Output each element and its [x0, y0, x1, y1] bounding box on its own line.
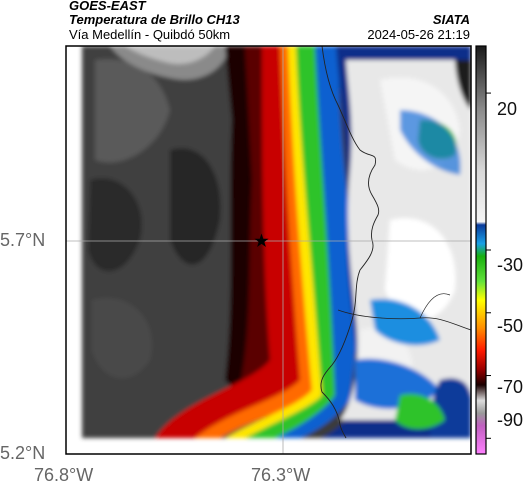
colorbar — [475, 45, 491, 455]
lon-label-76-8: 76.8°W — [34, 465, 94, 485]
star-icon — [254, 233, 269, 247]
timestamp-label: 2024-05-26 21:19 — [367, 27, 470, 42]
colorbar-label-m30: -30 — [497, 255, 524, 275]
lat-label-5-7: 5.7°N — [0, 230, 46, 250]
map-frame — [65, 45, 472, 455]
colorbar-label-m50: -50 — [497, 316, 524, 336]
organization-label: SIATA — [432, 12, 470, 27]
satellite-image — [66, 46, 471, 454]
border-line-2 — [419, 293, 451, 319]
coastline — [320, 46, 380, 439]
region-subtitle: Vía Medellín - Quibdó 50km — [69, 27, 231, 42]
product-title: Temperatura de Brillo CH13 — [69, 12, 240, 27]
colorbar-label-m70: -70 — [497, 377, 524, 397]
colorbar-label-m90: -90 — [497, 410, 524, 430]
lat-label-5-2: 5.2°N — [0, 443, 46, 463]
lon-label-76-3: 76.3°W — [251, 465, 311, 485]
colorbar-label-20: 20 — [497, 99, 518, 119]
satellite-title: GOES-EAST — [69, 0, 146, 13]
border-line — [337, 309, 471, 331]
